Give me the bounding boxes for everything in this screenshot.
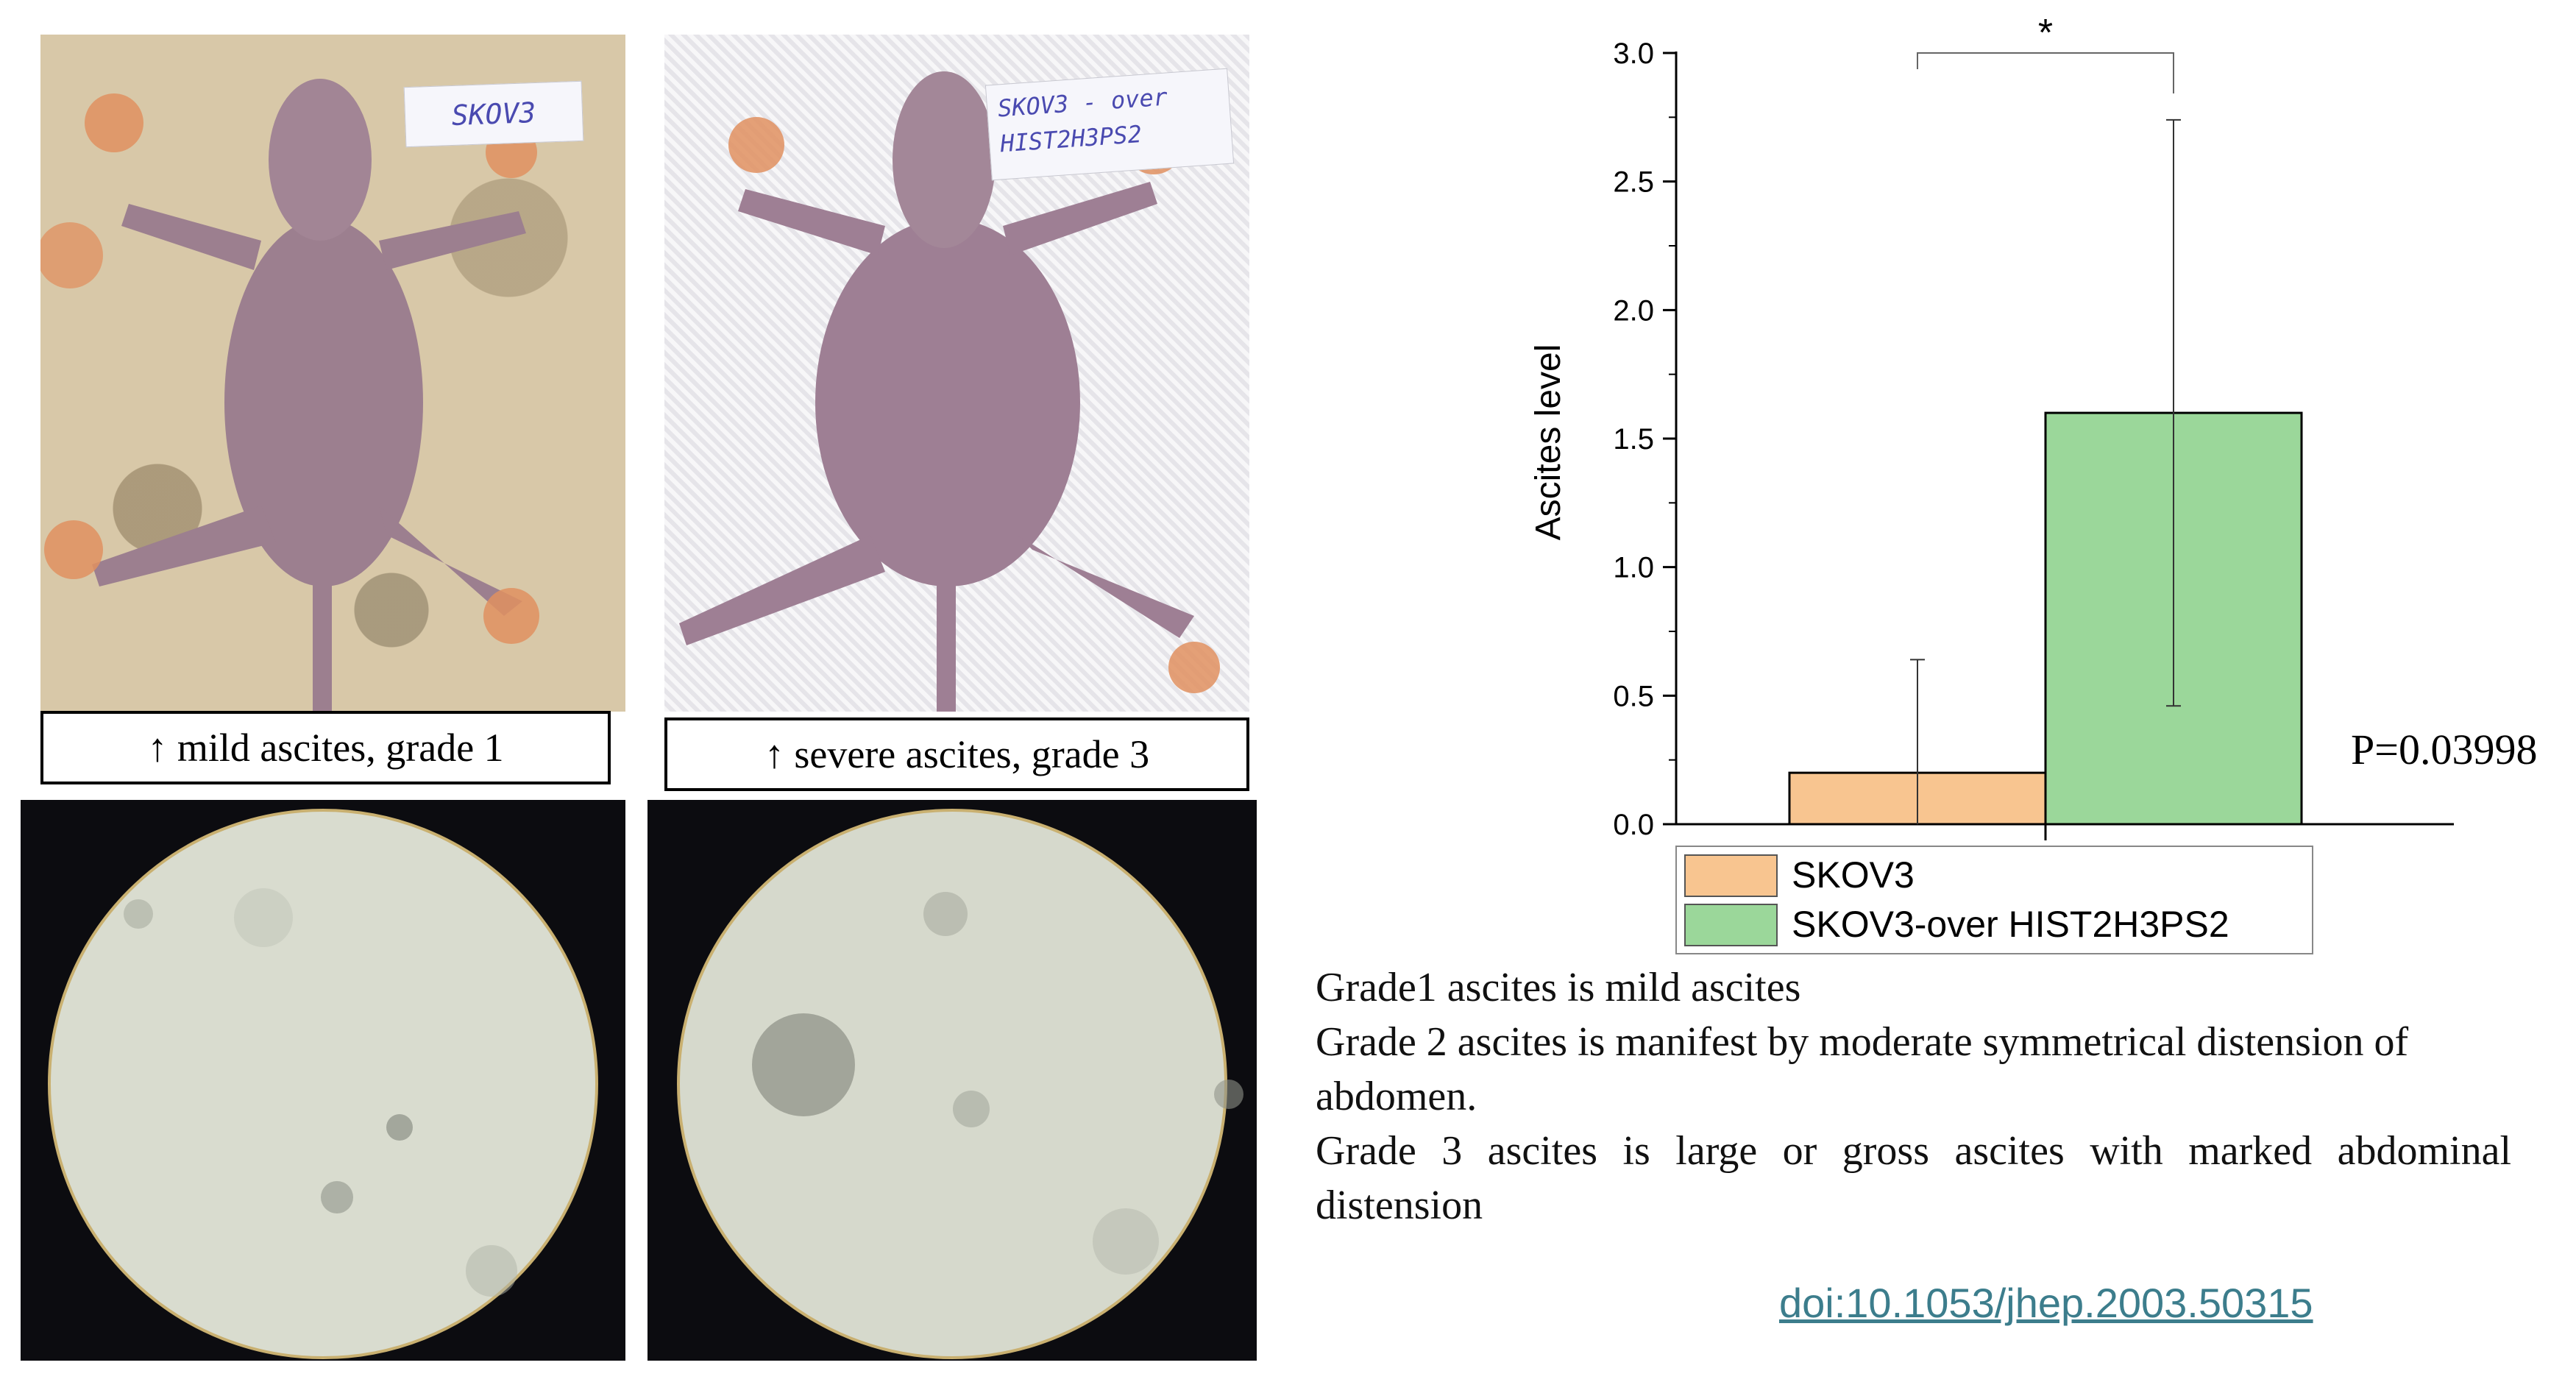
grade-3-description: Grade 3 ascites is large or gross ascite… — [1316, 1128, 2511, 1228]
microscopy-image-severe — [647, 800, 1257, 1361]
y-tick-label: 2.0 — [1613, 294, 1654, 327]
y-tick-label: 3.0 — [1613, 38, 1654, 70]
grade-2-description: Grade 2 ascites is manifest by moderate … — [1316, 1019, 2409, 1119]
microscope-field — [677, 809, 1243, 1359]
grade-descriptions: Grade1 ascites is mild ascites Grade 2 a… — [1316, 960, 2511, 1233]
y-tick-label: 0.0 — [1613, 809, 1654, 841]
significance-bracket: * — [1917, 12, 2174, 93]
p-value-label: P=0.03998 — [2351, 726, 2538, 773]
legend-label: SKOV3 — [1792, 854, 1915, 896]
sticker-line: SKOV3 - over — [996, 82, 1169, 123]
legend-swatch — [1684, 854, 1778, 897]
sticker-line: HIST2H3PS2 — [999, 120, 1143, 158]
microscopy-image-mild — [21, 800, 625, 1361]
y-axis-label: Ascites level — [1529, 344, 1568, 541]
significance-star: * — [2038, 12, 2053, 54]
severe-ascites-caption: ↑ severe ascites, grade 3 — [664, 717, 1249, 791]
chart-error-bars — [1910, 118, 2181, 824]
y-tick-label: 0.5 — [1613, 680, 1654, 712]
chart-bars — [1788, 411, 2303, 826]
legend-box — [1675, 846, 2313, 954]
mild-ascites-caption: ↑ mild ascites, grade 1 — [40, 711, 611, 784]
grade-1-description: Grade1 ascites is mild ascites — [1316, 965, 1801, 1010]
bracket-line — [1917, 52, 2174, 93]
severe-ascites-photo: SKOV3 - over HIST2H3PS2 — [664, 35, 1249, 712]
legend-swatch — [1684, 904, 1778, 946]
chart-legend: SKOV3 SKOV3-over HIST2H3PS2 — [1675, 846, 2313, 954]
mild-ascites-photo: SKOV3 — [40, 35, 625, 712]
cell-line-sticker: SKOV3 — [403, 80, 584, 148]
chart-axes: 0.0 0.5 1.0 1.5 2.0 2.5 3.0 Ascites level — [1529, 38, 2454, 841]
doi-link[interactable]: doi:10.1053/jhep.2003.50315 — [1779, 1280, 2313, 1326]
legend-label: SKOV3-over HIST2H3PS2 — [1792, 904, 2229, 945]
mouse-image — [40, 79, 539, 712]
cell-line-sticker: SKOV3 - over HIST2H3PS2 — [984, 68, 1235, 181]
microscope-field — [48, 809, 598, 1359]
y-tick-label: 2.5 — [1613, 166, 1654, 199]
y-tick-label: 1.5 — [1613, 423, 1654, 456]
ascites-bar-chart: 0.0 0.5 1.0 1.5 2.0 2.5 3.0 Ascites level * SKO… — [1529, 12, 2454, 954]
y-tick-label: 1.0 — [1613, 552, 1654, 584]
